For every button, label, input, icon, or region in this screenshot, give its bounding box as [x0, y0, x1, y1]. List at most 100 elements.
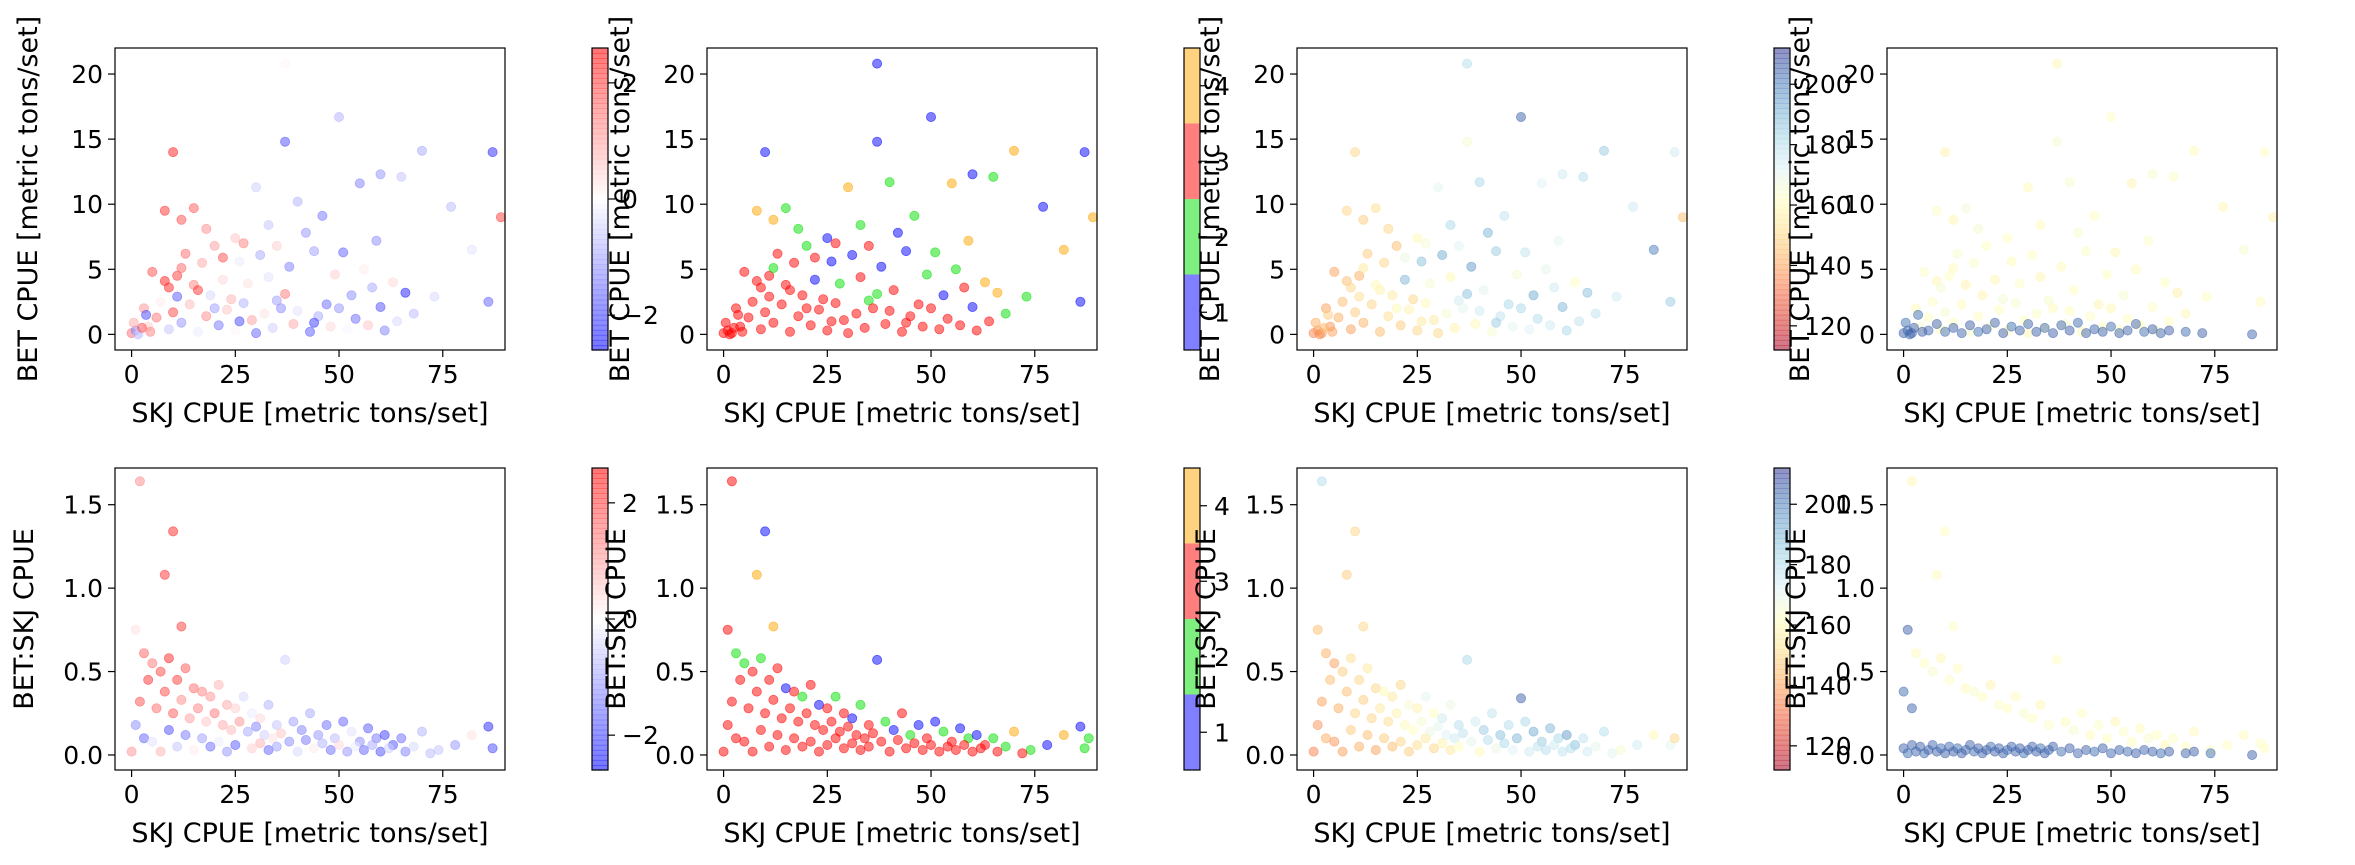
- data-point: [350, 741, 361, 752]
- colorbar-segment: [1774, 78, 1790, 84]
- data-point: [768, 621, 779, 632]
- data-point: [271, 240, 282, 251]
- data-point: [2023, 328, 2034, 339]
- data-point: [126, 746, 137, 757]
- data-point: [350, 313, 361, 324]
- colorbar-segment: [592, 644, 608, 650]
- data-point: [872, 58, 883, 69]
- data-point: [872, 288, 883, 299]
- colorbar-segment: [592, 669, 608, 675]
- data-point: [155, 746, 166, 757]
- data-point: [1350, 147, 1361, 158]
- colorbar-tick-label: 2: [622, 489, 638, 518]
- colorbar-segment: [1774, 193, 1790, 200]
- data-point: [1578, 733, 1589, 744]
- data-point: [1607, 748, 1618, 759]
- data-point: [971, 325, 982, 336]
- data-point: [1310, 317, 1321, 328]
- data-point: [2147, 324, 2158, 335]
- data-point: [2188, 746, 2199, 757]
- y-tick-label: 0.5: [1245, 658, 1285, 687]
- data-point: [1433, 182, 1444, 193]
- data-point: [851, 308, 862, 319]
- colorbar-segment: [1774, 133, 1790, 140]
- colorbar-segment: [1774, 654, 1790, 660]
- colorbar-segment: [592, 319, 608, 326]
- data-point: [2118, 290, 2129, 301]
- data-point: [1561, 730, 1572, 741]
- colorbar-segment: [592, 613, 608, 620]
- data-point: [1337, 666, 1348, 677]
- colorbar-segment: [592, 573, 608, 580]
- data-point: [814, 304, 825, 315]
- colorbar-segment: [1774, 619, 1790, 625]
- data-point: [1913, 309, 1924, 320]
- data-point: [176, 317, 187, 328]
- data-point: [1948, 322, 1959, 333]
- data-point: [1433, 328, 1444, 339]
- data-point: [2097, 326, 2108, 337]
- data-point: [1383, 311, 1394, 322]
- data-point: [1516, 303, 1527, 314]
- y-tick-label: 5: [1859, 255, 1875, 284]
- data-point: [1428, 315, 1439, 326]
- data-point: [1009, 145, 1020, 156]
- data-point: [1358, 694, 1369, 705]
- colorbar-segment: [1774, 344, 1790, 351]
- data-point: [267, 322, 278, 333]
- data-point: [1345, 653, 1356, 664]
- data-point: [205, 691, 216, 702]
- data-point: [851, 730, 862, 741]
- data-point: [843, 182, 854, 193]
- colorbar-segment: [592, 608, 608, 615]
- data-point: [1445, 219, 1456, 230]
- data-point: [1677, 212, 1688, 223]
- colorbar-segment: [592, 123, 608, 130]
- data-point: [367, 740, 378, 751]
- data-point: [2147, 746, 2158, 757]
- data-point: [192, 703, 203, 714]
- colorbar-segment: [592, 488, 608, 494]
- data-point: [1900, 317, 1911, 328]
- axes-frame: [114, 47, 506, 351]
- x-tick-label: 25: [811, 360, 843, 389]
- data-point: [151, 703, 162, 714]
- data-point: [280, 136, 291, 147]
- y-tick-label: 1.5: [655, 491, 695, 520]
- data-point: [2143, 235, 2154, 246]
- colorbar-segment: [592, 224, 608, 230]
- y-tick-label: 0.0: [1245, 741, 1285, 770]
- data-point: [834, 278, 845, 289]
- colorbar-segment: [592, 739, 608, 746]
- data-point: [2085, 730, 2096, 741]
- data-point: [309, 317, 320, 328]
- data-point: [138, 733, 149, 744]
- colorbar-segment: [592, 204, 608, 210]
- axes-frame: [1886, 467, 2278, 771]
- data-point: [1503, 720, 1514, 731]
- x-tick-label: 0: [1896, 360, 1912, 389]
- data-point: [234, 716, 245, 727]
- data-point: [296, 725, 307, 736]
- data-point: [967, 169, 978, 180]
- colorbar-segment: [592, 593, 608, 600]
- data-point: [163, 324, 174, 335]
- colorbar-tick-label: 120: [1804, 312, 1852, 341]
- colorbar-segment: [592, 219, 608, 225]
- data-point: [1590, 741, 1601, 752]
- colorbar-segment: [592, 548, 608, 555]
- data-point: [901, 246, 912, 257]
- data-point: [926, 740, 937, 751]
- colorbar-segment: [592, 279, 608, 286]
- data-point: [1482, 227, 1493, 238]
- data-point: [2064, 305, 2075, 316]
- data-point: [822, 233, 833, 244]
- data-point: [400, 287, 411, 298]
- data-point: [1553, 235, 1564, 246]
- colorbar-segment: [592, 73, 608, 79]
- colorbar-segment: [1184, 199, 1200, 275]
- colorbar-segment: [592, 513, 608, 519]
- data-point: [1599, 726, 1610, 737]
- x-tick-label: 0: [716, 780, 732, 809]
